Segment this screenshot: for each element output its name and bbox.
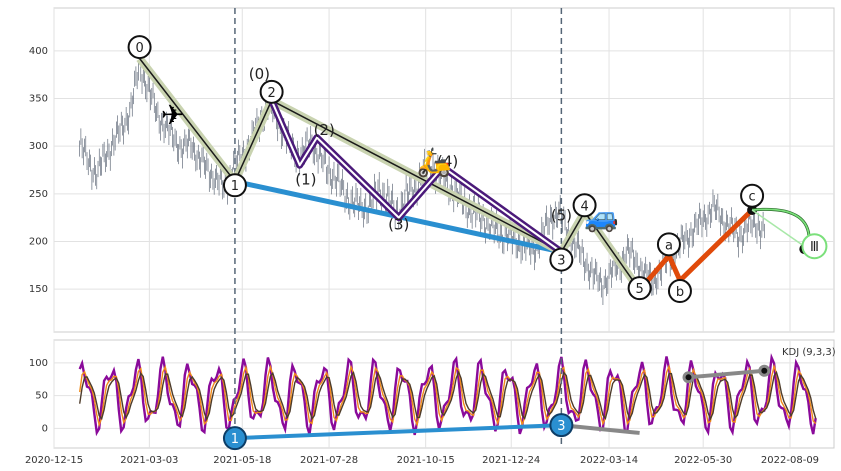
indicator-y-tick: 50 bbox=[35, 391, 48, 402]
price-label-circle bbox=[127, 35, 152, 60]
x-tick-label: 2020-12-15 bbox=[25, 455, 83, 466]
price-wave-label: 1 bbox=[231, 179, 239, 194]
price-y-tick: 350 bbox=[29, 94, 48, 105]
price-wave-label: 5 bbox=[635, 282, 643, 297]
emoji-marker: ✈ bbox=[161, 99, 184, 132]
x-tick-label: 2021-10-15 bbox=[397, 455, 455, 466]
x-tick-label: 2021-12-24 bbox=[482, 455, 540, 466]
x-tick-label: 2022-05-30 bbox=[674, 455, 732, 466]
price-label-circle bbox=[740, 183, 765, 208]
price-wave-label: 2 bbox=[267, 86, 275, 101]
indicator-y-tick: 100 bbox=[29, 358, 48, 369]
wave-line bbox=[139, 58, 562, 253]
price-y-tick: 150 bbox=[29, 284, 48, 295]
price-y-tick: 200 bbox=[29, 236, 48, 247]
x-tick-label: 2021-05-18 bbox=[213, 455, 271, 466]
indicator-label-circle bbox=[222, 426, 247, 451]
indicator-wave-label: 3 bbox=[557, 419, 565, 434]
price-y-tick: 250 bbox=[29, 189, 48, 200]
projection-line bbox=[751, 209, 809, 250]
price-wave-label: b bbox=[676, 285, 684, 300]
indicator-y-tick: 0 bbox=[42, 423, 48, 434]
emoji-marker: 🛵 bbox=[417, 145, 452, 178]
kdj-j-line bbox=[78, 353, 817, 437]
price-label-circle bbox=[222, 173, 247, 198]
price-wave-label: (0) bbox=[249, 65, 270, 83]
emoji-marker: 🚙 bbox=[584, 201, 619, 234]
indicator-title: KDJ (9,3,3) bbox=[782, 347, 836, 358]
price-y-tick: 300 bbox=[29, 141, 48, 152]
price-label-circle bbox=[656, 232, 681, 257]
price-label-circle bbox=[549, 247, 574, 272]
price-wave-label: 4 bbox=[580, 199, 588, 214]
x-tick-label: 2021-03-03 bbox=[120, 455, 178, 466]
price-label-circle bbox=[259, 79, 284, 104]
divergence-dot-inner bbox=[685, 374, 692, 381]
price-label-circle bbox=[801, 233, 828, 260]
indicator-wave-label: 1 bbox=[231, 432, 239, 447]
price-wave-label: 0 bbox=[135, 41, 143, 56]
price-label-circle bbox=[627, 276, 652, 301]
price-wave-label: (5) bbox=[551, 207, 572, 225]
indicator-divergence-line bbox=[234, 423, 562, 441]
x-tick-label: 2022-08-09 bbox=[761, 455, 819, 466]
price-wave-label: 3 bbox=[557, 254, 565, 269]
x-tick-label: 2022-03-14 bbox=[580, 455, 638, 466]
price-wave-label: (2) bbox=[314, 121, 335, 139]
indicator-divergence-line bbox=[688, 368, 765, 380]
abc-path bbox=[637, 208, 754, 292]
price-label-circle bbox=[572, 193, 597, 218]
price-wave-label: a bbox=[665, 238, 673, 253]
price-wave-label: (4) bbox=[437, 152, 458, 170]
price-wave-label: c bbox=[749, 190, 756, 205]
price-wave-label: Ⅲ bbox=[810, 240, 819, 255]
price-wave-label: (1) bbox=[295, 171, 316, 189]
price-wave-label: (3) bbox=[388, 215, 409, 233]
x-tick-label: 2021-07-28 bbox=[300, 455, 358, 466]
divergence-dot-inner bbox=[761, 367, 768, 374]
indicator-label-circle bbox=[549, 413, 574, 438]
wave-overlay: 0 (0) 2 (2) (1) (4) (3) 1 (5) 3 4 5 a b c Ⅲ 1 3 ✈ 🛵 🚙 bbox=[127, 8, 828, 451]
price-label-circle bbox=[667, 279, 692, 304]
indicator-divergence-line bbox=[561, 423, 640, 435]
sub-wave-inner bbox=[270, 100, 562, 253]
kdj-k-line bbox=[79, 363, 817, 428]
price-y-tick: 400 bbox=[29, 46, 48, 57]
